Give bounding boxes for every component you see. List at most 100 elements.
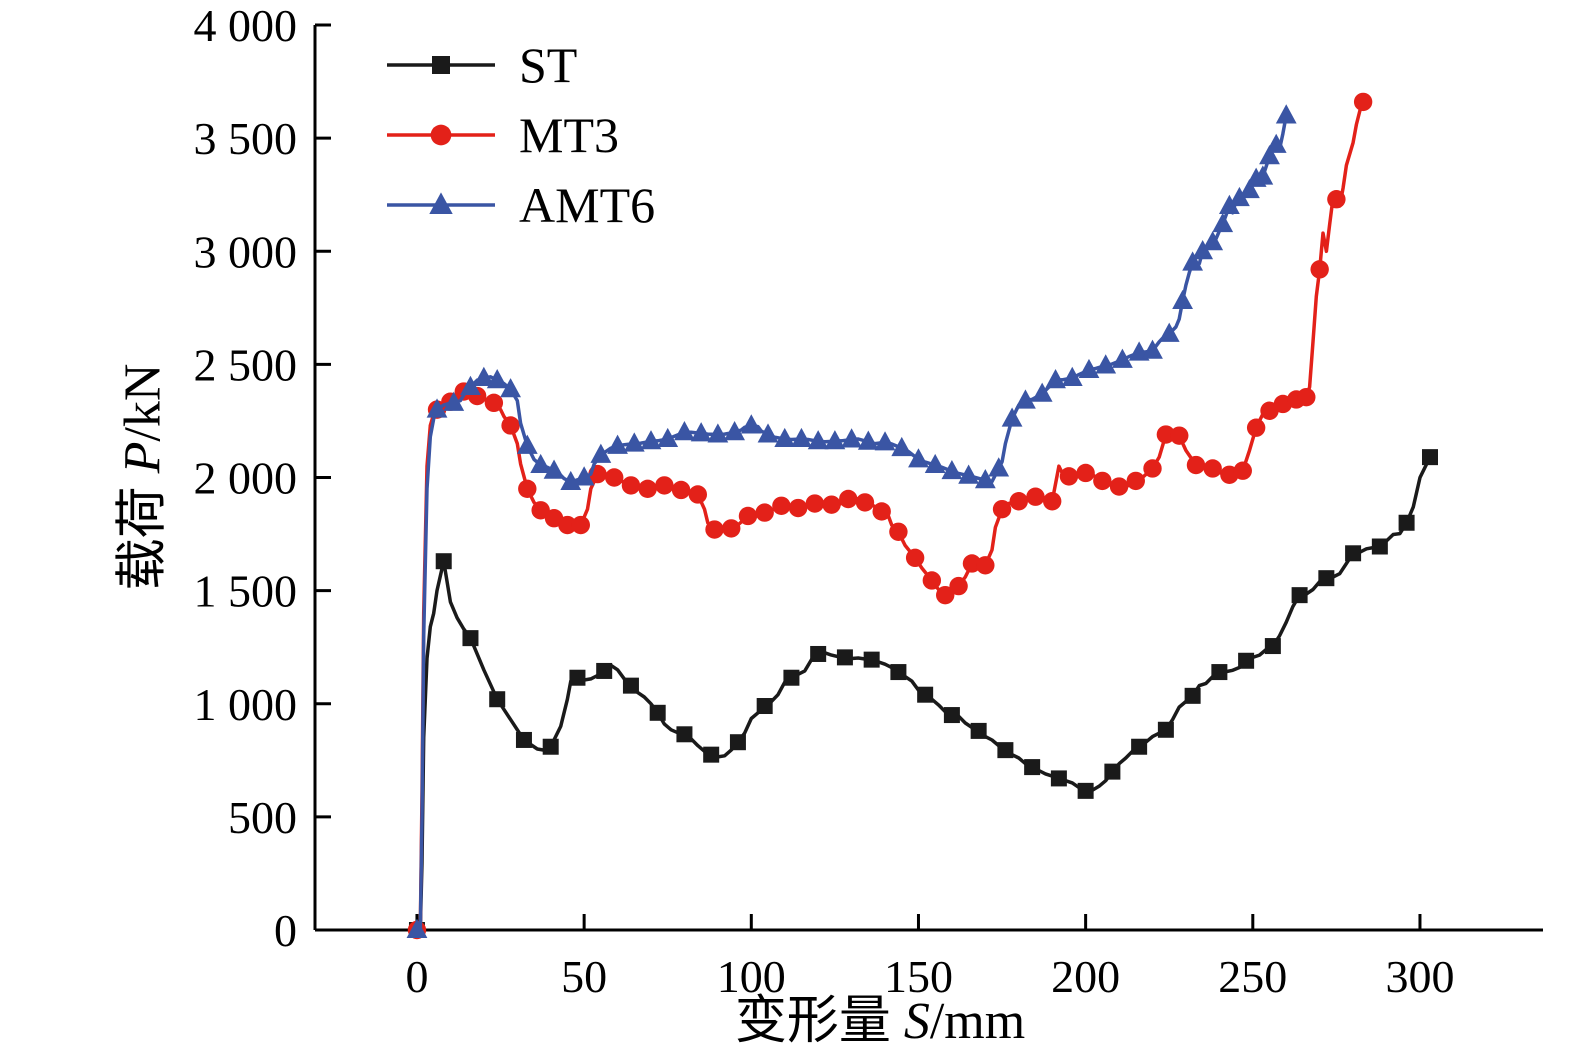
circle-marker-icon [922, 571, 942, 590]
y-tick-label: 1 000 [194, 679, 298, 730]
triangle-marker-icon [516, 434, 538, 454]
circle-marker-icon [1186, 455, 1206, 475]
triangle-marker-icon [460, 375, 481, 395]
circle-marker-icon [558, 515, 577, 535]
x-tick-label: 150 [884, 951, 953, 1002]
x-axis-title-variable: S [903, 993, 930, 1050]
triangle-marker-icon [857, 430, 879, 450]
square-marker-icon [542, 738, 559, 755]
square-marker-icon [1421, 449, 1438, 466]
square-marker-icon [1318, 570, 1335, 587]
y-axis-title-text: 载荷 [114, 473, 172, 591]
triangle-marker-icon [1252, 165, 1274, 185]
triangle-marker-icon [674, 421, 695, 441]
circle-marker-icon [1109, 477, 1129, 496]
triangle-marker-icon [406, 918, 428, 938]
circle-marker-icon [1093, 471, 1112, 491]
legend-label-amt6: AMT6 [519, 177, 656, 233]
x-tick-label: 200 [1051, 951, 1120, 1002]
circle-marker-icon [976, 556, 995, 575]
y-tick-label: 3 500 [194, 113, 298, 164]
x-axis-title-text: 变形量 [734, 993, 904, 1050]
y-tick-label: 500 [228, 792, 297, 843]
circle-marker-icon [531, 501, 550, 520]
triangle-marker-icon [657, 427, 679, 448]
legend-item-mt3: MT3 [383, 100, 655, 170]
square-marker-icon [783, 669, 800, 686]
y-tick-label: 0 [274, 905, 297, 956]
circle-marker-icon [992, 499, 1012, 519]
triangle-marker-icon [740, 414, 762, 434]
square-marker-icon [1238, 652, 1255, 669]
triangle-marker-icon [891, 436, 913, 457]
legend-label-st: ST [519, 37, 578, 93]
x-tick-label: 300 [1385, 951, 1454, 1002]
square-marker-icon [890, 664, 907, 681]
square-marker-icon [1077, 782, 1094, 799]
triangle-marker-icon [1045, 369, 1066, 389]
triangle-marker-icon [924, 453, 946, 474]
triangle-marker-icon [1218, 194, 1240, 214]
circle-marker-icon [738, 506, 758, 526]
circle-marker-icon [621, 476, 641, 495]
triangle-marker-icon [1015, 389, 1036, 409]
circle-marker-icon [1170, 426, 1189, 445]
circle-marker-icon [1233, 461, 1252, 480]
circle-marker-icon [518, 479, 537, 499]
circle-marker-icon [1156, 425, 1176, 444]
triangle-marker-icon [841, 428, 863, 448]
x-tick-label: 100 [717, 951, 786, 1002]
triangle-marker-icon [1265, 133, 1287, 153]
square-marker-icon [756, 698, 773, 715]
triangle-marker-icon [824, 430, 846, 450]
y-tick-label: 2 000 [194, 453, 298, 504]
circle-marker-icon [1059, 467, 1079, 486]
y-axis-title-unit: /kN [114, 363, 172, 442]
triangle-marker-icon [1078, 358, 1100, 379]
triangle-marker-icon [530, 453, 552, 474]
square-marker-icon [1211, 664, 1228, 681]
circle-marker-icon [822, 495, 841, 514]
circle-marker-icon [1353, 92, 1373, 112]
circle-marker-icon [722, 519, 741, 538]
triangle-marker-icon [791, 427, 812, 448]
circle-marker-icon [949, 576, 968, 596]
y-axis-title: 载荷 P/kN [100, 364, 175, 591]
series-markers-st [408, 449, 1438, 938]
circle-marker-icon [688, 485, 708, 504]
circle-marker-icon [788, 498, 808, 518]
triangle-marker-icon [807, 430, 829, 450]
circle-marker-icon [705, 520, 724, 539]
circle-marker-icon [1076, 463, 1095, 483]
circle-marker-icon [1043, 492, 1062, 511]
series-st [408, 449, 1438, 938]
square-marker-icon [596, 662, 613, 679]
triangle-marker-icon [1239, 178, 1260, 199]
triangle-marker-icon [500, 378, 521, 398]
triangle-marker-icon [690, 422, 712, 442]
square-marker-icon [917, 686, 934, 703]
triangle-marker-icon [1142, 339, 1163, 359]
circle-marker-icon [1009, 492, 1028, 511]
x-axis-title: 变形量 S/mm [185, 978, 1575, 1050]
triangle-marker-icon [1202, 231, 1224, 251]
triangle-marker-icon [426, 398, 448, 418]
triangle-marker-icon [1182, 251, 1204, 271]
y-tick-label: 4 000 [194, 0, 298, 51]
square-marker-icon [997, 742, 1014, 759]
x-axis-title-unit: /mm [929, 993, 1026, 1050]
square-marker-icon [462, 630, 479, 647]
legend-marker-st-square-icon [387, 56, 495, 74]
square-marker-icon [676, 726, 693, 743]
circle-marker-icon [1143, 459, 1162, 478]
square-marker-icon [1024, 759, 1041, 776]
triangle-marker-icon [1095, 354, 1117, 374]
circle-marker-icon [872, 502, 891, 521]
circle-marker-icon [655, 476, 674, 495]
triangle-marker-icon [590, 443, 612, 463]
triangle-marker-icon [429, 192, 453, 214]
square-marker-icon [703, 746, 720, 763]
circle-marker-icon [936, 585, 955, 605]
square-marker-icon [1371, 538, 1388, 555]
